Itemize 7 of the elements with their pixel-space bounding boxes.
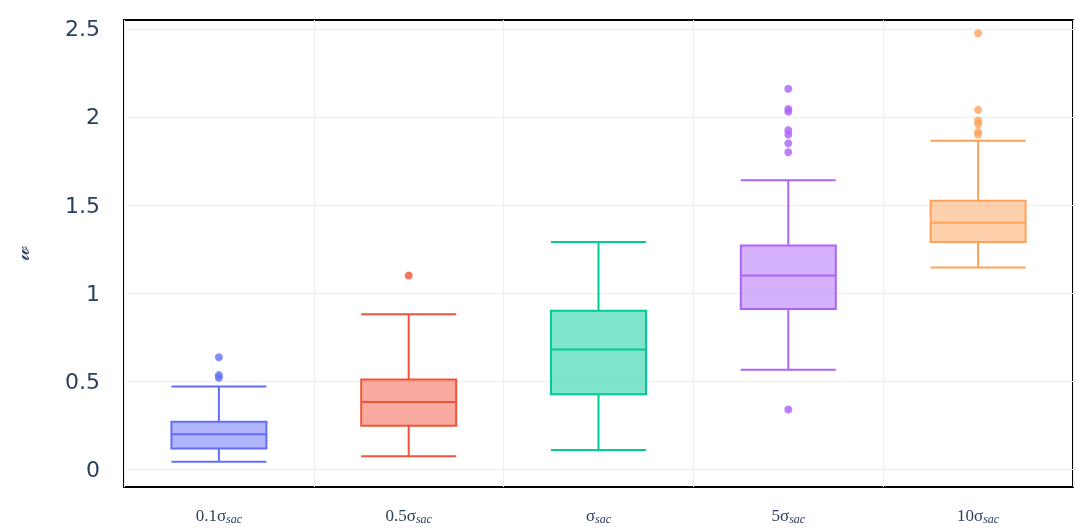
y-tick-label: 2 — [86, 104, 100, 130]
y-tick-label: 0 — [86, 456, 100, 482]
y-tick-label: 0.5 — [65, 368, 100, 394]
y-tick-label: 1 — [86, 280, 100, 306]
y-tick-label: 1.5 — [65, 192, 100, 218]
y-tick-label: 2.5 — [65, 16, 100, 42]
y-axis-title: 𝓌 — [8, 246, 34, 261]
